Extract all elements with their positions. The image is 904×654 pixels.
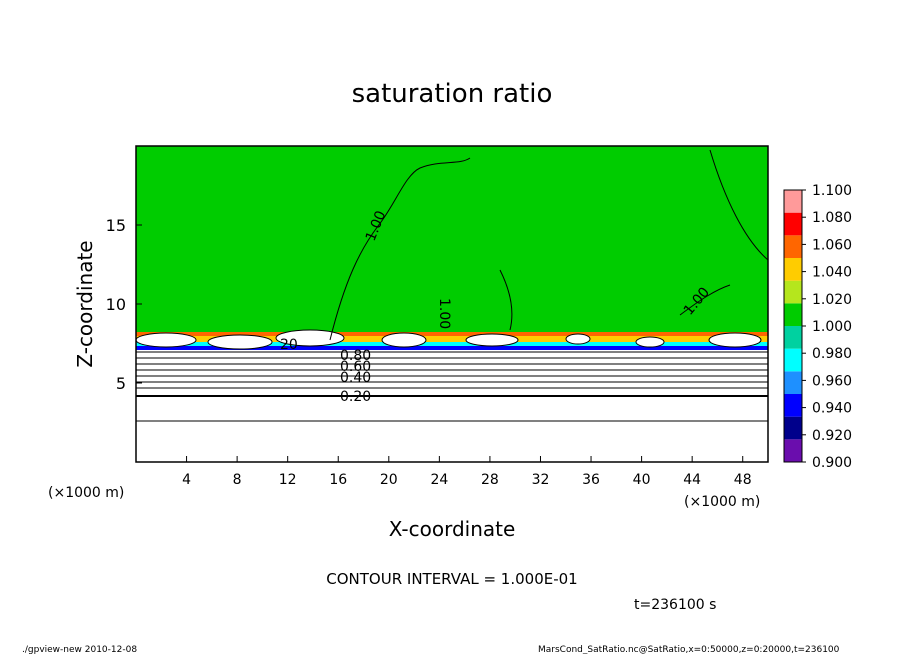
colorbar-label: 1.020 xyxy=(812,292,852,308)
contour-100-d xyxy=(679,284,731,316)
cloud xyxy=(565,333,591,345)
cloud xyxy=(381,332,427,348)
x-tick-label: 8 xyxy=(233,472,242,488)
plot-area: 1.00 1.00 1.00 0.80 0.60 0.40 0.20 20 xyxy=(135,145,769,463)
colorbar-swatch xyxy=(784,416,802,440)
colorbar-label: 0.900 xyxy=(812,455,852,471)
sat-band-yellow xyxy=(136,336,768,342)
cloud-layer xyxy=(135,329,762,350)
colorbar-label: 1.100 xyxy=(812,183,852,199)
colorbar-label: 0.940 xyxy=(812,401,852,417)
colorbar-label: 1.080 xyxy=(812,210,852,226)
contour-100-b xyxy=(709,149,769,261)
colorbar-label: 0.920 xyxy=(812,428,852,444)
sat-band-cyan xyxy=(136,342,768,346)
colorbar-label: 1.040 xyxy=(812,265,852,281)
cloud xyxy=(635,336,665,348)
contour-100-a xyxy=(329,157,471,341)
y-axis-label: Z-coordinate xyxy=(73,240,97,367)
x-tick-label: 36 xyxy=(582,472,600,488)
x-tick-label: 32 xyxy=(532,472,550,488)
sat-band-orange xyxy=(136,332,768,336)
colorbar-swatch xyxy=(784,303,802,326)
colorbar-swatch xyxy=(784,348,802,372)
contour-label: 1.00 xyxy=(436,298,452,329)
footer-right: MarsCond_SatRatio.nc@SatRatio,x=0:50000,… xyxy=(538,645,840,654)
colorbar-swatch xyxy=(784,280,802,304)
cloud xyxy=(465,333,519,347)
y-tick-group: 5 10 15 xyxy=(106,216,142,393)
colorbar-swatch xyxy=(784,212,802,236)
x-tick-label: 12 xyxy=(279,472,297,488)
colorbar: 0.900 0.920 0.940 0.960 0.980 1.000 1.020 1.040… xyxy=(783,183,852,471)
x-unit-right: (×1000 m) xyxy=(684,494,760,510)
chart-title: saturation ratio xyxy=(352,79,553,109)
colorbar-label: 0.960 xyxy=(812,373,852,389)
x-tick-label: 28 xyxy=(481,472,499,488)
colorbar-label: 1.000 xyxy=(812,319,852,335)
colorbar-swatch xyxy=(784,235,802,258)
colorbar-swatch xyxy=(784,439,802,462)
y-tick-label: 5 xyxy=(116,374,126,393)
colorbar-swatch xyxy=(784,394,802,417)
x-axis-label: X-coordinate xyxy=(389,517,516,541)
contour-lines xyxy=(136,149,769,422)
x-tick-label: 20 xyxy=(380,472,398,488)
contour-label: 0.60 xyxy=(340,359,371,375)
x-axis: 4 8 12 16 20 24 28 32 36 40 44 48 (×1000 m) (×1000 … xyxy=(48,456,760,541)
footer-left: ./gpview-new 2010-12-08 xyxy=(22,645,137,654)
cloud xyxy=(207,334,273,350)
x-tick-label: 44 xyxy=(683,472,701,488)
cloud xyxy=(708,332,762,348)
sat-band-blue xyxy=(136,346,768,350)
unsaturated-field xyxy=(136,350,768,462)
x-tick-label: 40 xyxy=(633,472,651,488)
cloud xyxy=(275,329,345,347)
colorbar-swatch xyxy=(784,326,802,349)
x-tick-label: 24 xyxy=(430,472,448,488)
saturated-field xyxy=(136,146,768,334)
contour-label: 0.80 xyxy=(340,348,371,364)
colorbar-label: 1.060 xyxy=(812,237,852,253)
x-unit-left: (×1000 m) xyxy=(48,485,124,501)
y-axis: 5 10 15 Z-coordinate xyxy=(73,216,142,393)
colorbar-swatch xyxy=(784,371,802,394)
y-tick-label: 15 xyxy=(106,216,126,235)
colorbar-swatch xyxy=(784,190,802,213)
colorbar-swatch xyxy=(784,258,802,281)
x-tick-label: 4 xyxy=(182,472,191,488)
contour-100-c xyxy=(499,269,513,331)
x-tick-group: 4 8 12 16 20 24 28 32 36 40 44 48 xyxy=(182,456,752,488)
cloud xyxy=(135,332,197,348)
contour-label: 20 xyxy=(280,337,298,353)
colorbar-label: 0.980 xyxy=(812,346,852,362)
y-tick-label: 10 xyxy=(106,295,126,314)
contour-interval: CONTOUR INTERVAL = 1.000E-01 xyxy=(326,570,577,588)
x-tick-label: 16 xyxy=(329,472,347,488)
x-tick-label: 48 xyxy=(734,472,752,488)
time-label: t=236100 s xyxy=(634,597,716,613)
contour-label: 0.20 xyxy=(340,389,371,405)
contour-labels: 1.00 1.00 1.00 0.80 0.60 0.40 0.20 20 xyxy=(280,209,713,405)
contour-label: 0.40 xyxy=(340,370,371,386)
